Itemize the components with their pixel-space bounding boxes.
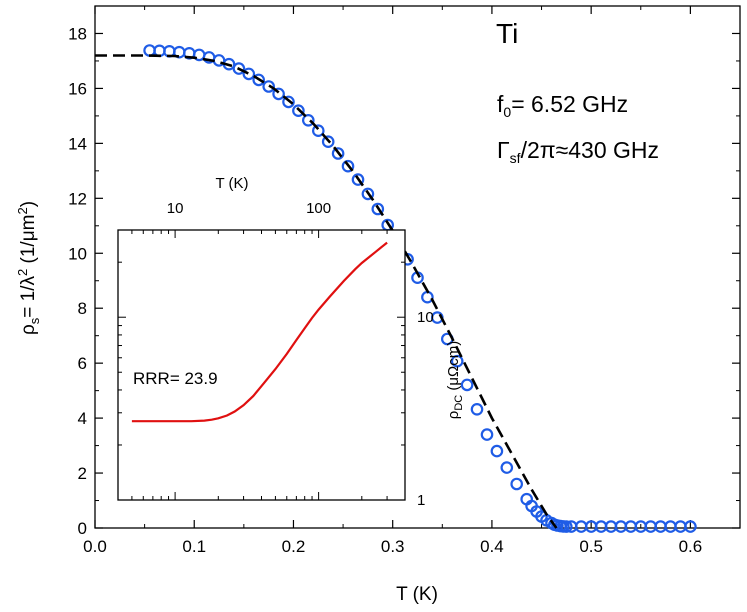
y-tick-label: 14 — [68, 134, 87, 153]
inset-resistivity-curve — [131, 241, 388, 423]
y-tick-label: 18 — [68, 24, 87, 43]
y-tick-label: 10 — [68, 244, 87, 263]
y-tick-label: 12 — [68, 189, 87, 208]
data-point — [242, 67, 256, 81]
main-axis-ticks — [94, 6, 741, 529]
data-point — [282, 95, 295, 109]
data-point — [262, 80, 275, 93]
y-tick-label: 0 — [78, 519, 87, 538]
main-x-axis-label: T (K) — [396, 584, 438, 605]
main-y-tick-labels: 0 2 4 6 8 10 12 14 16 18 — [68, 24, 87, 538]
data-point — [351, 173, 365, 186]
data-point — [272, 87, 285, 101]
chart-title: Ti — [496, 18, 518, 49]
data-point — [510, 477, 523, 491]
frequency-annotation: f0= 6.52 GHz — [497, 91, 628, 120]
y-tick-label: 16 — [68, 79, 87, 98]
inset-rrr-annotation: RRR= 23.9 — [133, 369, 218, 388]
data-point — [232, 62, 246, 75]
data-point — [490, 444, 504, 458]
inset-axis-ticks — [117, 229, 406, 501]
data-point — [252, 73, 266, 87]
data-point — [341, 159, 355, 173]
data-point — [684, 520, 697, 533]
y-tick-label: 4 — [78, 409, 87, 428]
data-point — [460, 378, 474, 392]
data-point — [500, 461, 514, 474]
inset-tick-labels: 10 100 1 10 — [167, 200, 434, 509]
x-tick-label: 0.6 — [679, 537, 703, 556]
main-data-series — [95, 44, 697, 533]
data-point — [321, 135, 335, 148]
data-point — [311, 124, 325, 137]
y-tick-label: 2 — [78, 464, 87, 483]
inset-y-tick-label: 10 — [417, 309, 434, 326]
x-tick-label: 0.3 — [381, 537, 405, 556]
y-tick-label: 8 — [78, 299, 87, 318]
main-x-tick-labels: 0.0 0.1 0.2 0.3 0.4 0.5 0.6 — [83, 537, 702, 556]
fit-curve — [95, 54, 558, 529]
x-tick-label: 0.1 — [182, 537, 206, 556]
main-plot-frame — [94, 5, 741, 529]
y-tick-label: 6 — [78, 354, 87, 373]
data-point — [559, 520, 573, 533]
main-y-axis-label: ρs= 1/λ2 (1/μm2) — [15, 201, 42, 335]
data-point — [361, 187, 375, 201]
data-point — [331, 147, 345, 160]
gamma-annotation: Γsf/2π≈430 GHz — [497, 137, 659, 166]
x-tick-label: 0.4 — [480, 537, 504, 556]
inset-y-tick-label: 1 — [417, 492, 425, 509]
data-point — [292, 104, 305, 117]
data-point — [470, 402, 484, 416]
inset-background — [118, 230, 405, 500]
inset-x-tick-label: 10 — [167, 200, 184, 217]
data-point — [371, 202, 385, 216]
data-point — [480, 428, 494, 441]
x-tick-label: 0.5 — [579, 537, 603, 556]
inset-x-tick-label: 100 — [306, 200, 331, 217]
x-tick-label: 0.0 — [83, 537, 107, 556]
inset-x-axis-label: T (K) — [215, 175, 248, 192]
data-point — [301, 114, 315, 127]
data-point — [450, 354, 464, 368]
inset-y-axis-label: ρDC (μΩcm) — [445, 341, 465, 419]
x-tick-label: 0.2 — [282, 537, 306, 556]
